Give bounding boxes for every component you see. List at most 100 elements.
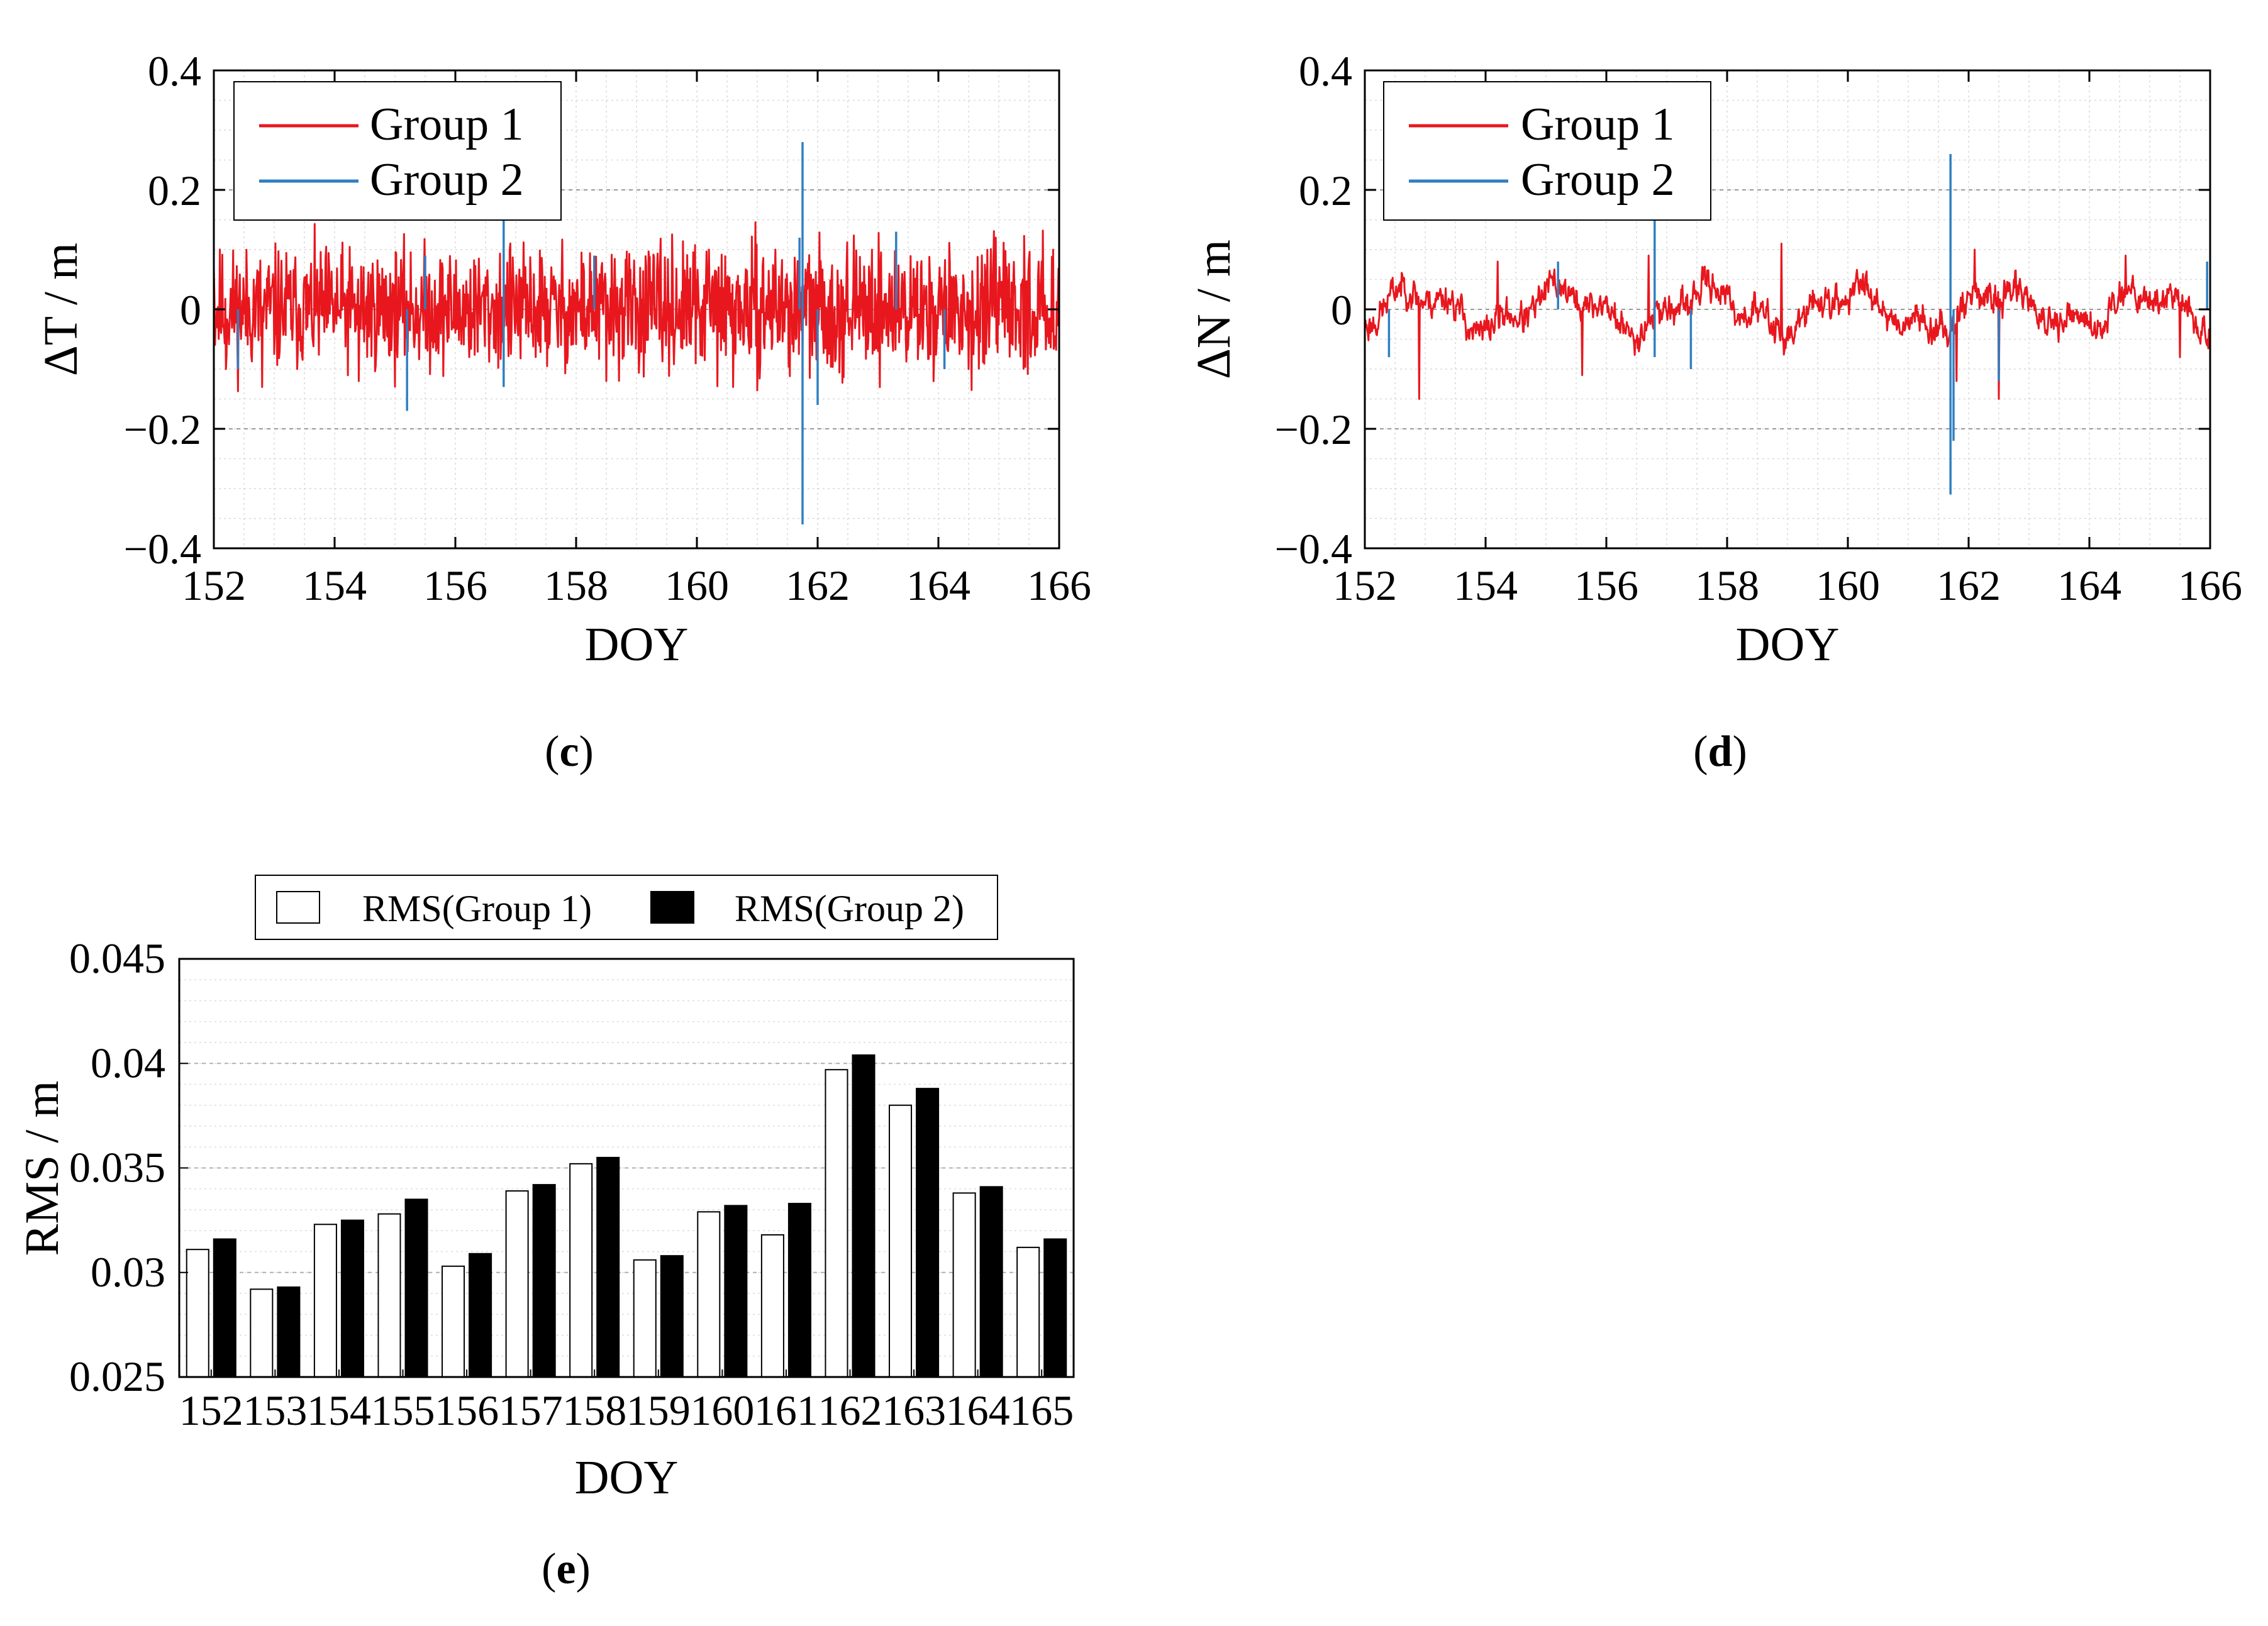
- c-x-tick-label: 154: [303, 561, 367, 609]
- e-x-tick-label: 155: [371, 1386, 435, 1434]
- e-bar-group-1: [1016, 1246, 1040, 1378]
- e-y-tick-label: 0.04: [91, 1039, 165, 1087]
- c-y-tick-label: 0: [180, 286, 201, 334]
- e-bar-group-2: [1043, 1238, 1067, 1378]
- c-legend: Group 1 Group 2: [233, 81, 562, 221]
- d-x-tick-label: 162: [1937, 561, 2001, 609]
- e-bar-group-1: [569, 1163, 593, 1378]
- e-bar-group-2: [787, 1203, 811, 1378]
- e-legend-swatch-group-1: [276, 891, 320, 924]
- e-bar-group-2: [277, 1286, 301, 1378]
- e-bar-group-1: [313, 1224, 337, 1378]
- e-bar-group-2: [596, 1156, 620, 1378]
- e-bar-group-1: [889, 1104, 913, 1378]
- c-y-tick-label: 0.2: [148, 167, 201, 214]
- c-x-tick-label: 158: [544, 561, 608, 609]
- d-x-tick-label: 166: [2178, 561, 2242, 609]
- e-y-tick-label: 0.03: [91, 1248, 165, 1296]
- d-y-tick-label: 0: [1331, 286, 1352, 334]
- e-x-axis-title: DOY: [575, 1451, 679, 1504]
- e-bar-group-2: [724, 1205, 748, 1378]
- c-series: [213, 142, 1060, 524]
- c-x-tick-label: 156: [423, 561, 487, 609]
- d-y-tick-label: 0.2: [1299, 167, 1352, 214]
- e-legend-label-group-1: RMS(Group 1): [362, 888, 592, 929]
- e-legend-swatch-group-2: [650, 891, 694, 924]
- e-bar-group-2: [404, 1198, 428, 1378]
- e-bar-group-2: [213, 1238, 236, 1378]
- e-y-tick-label: 0.035: [69, 1144, 165, 1192]
- c-x-tick-label: 164: [906, 561, 970, 609]
- e-y-tick-label: 0.025: [69, 1352, 165, 1400]
- d-x-tick-label: 160: [1816, 561, 1880, 609]
- d-x-axis-title: DOY: [1736, 618, 1840, 671]
- d-x-tick-label: 152: [1333, 561, 1397, 609]
- e-y-axis-title: RMS / m: [16, 1081, 69, 1256]
- c-y-tick-label: −0.2: [124, 406, 201, 453]
- c-series-line-group-1: [213, 221, 1060, 392]
- e-bar-group-1: [633, 1259, 657, 1378]
- c-x-tick-label: 162: [786, 561, 850, 609]
- c-y-axis-title: ΔT / m: [35, 243, 87, 376]
- e-x-tick-label: 154: [307, 1386, 371, 1434]
- d-panel-label: (d): [1693, 727, 1747, 776]
- d-x-tick-label: 156: [1574, 561, 1638, 609]
- e-bar-group-1: [825, 1069, 848, 1378]
- d-y-tick-label: −0.2: [1275, 406, 1352, 453]
- e-x-tick-label: 156: [435, 1386, 499, 1434]
- d-x-tick-label: 154: [1454, 561, 1518, 609]
- c-legend-label-group-2: Group 2: [370, 154, 524, 206]
- d-x-tick-label: 164: [2057, 561, 2121, 609]
- c-y-tick-label: −0.4: [124, 525, 201, 573]
- e-bar-group-1: [186, 1249, 209, 1378]
- d-legend-label-group-1: Group 1: [1521, 99, 1675, 150]
- e-x-tick-label: 163: [882, 1386, 946, 1434]
- c-panel-label: (c): [545, 727, 594, 776]
- d-legend-box: [1383, 81, 1711, 221]
- d-legend: Group 1 Group 2: [1383, 81, 1711, 221]
- e-x-tick-label: 164: [946, 1386, 1010, 1434]
- e-bar-group-2: [532, 1184, 556, 1378]
- e-x-tick-label: 162: [818, 1386, 882, 1434]
- d-series-line-group-1: [1364, 243, 2211, 400]
- e-bar-group-1: [697, 1211, 721, 1378]
- e-bar-group-2: [979, 1186, 1003, 1378]
- e-legend-box: [255, 875, 998, 940]
- e-ticks: 152 153 154 155 156 157 158 159 160 161 162 163 164 1…: [69, 934, 1074, 1434]
- d-y-tick-label: 0.4: [1299, 47, 1352, 95]
- d-legend-label-group-2: Group 2: [1521, 154, 1675, 206]
- e-bar-group-2: [340, 1219, 364, 1378]
- e-bar-group-1: [377, 1213, 401, 1378]
- e-bar-group-2: [469, 1253, 492, 1378]
- c-legend-label-group-1: Group 1: [370, 99, 524, 150]
- e-bar-group-1: [760, 1234, 784, 1378]
- d-series: [1364, 154, 2211, 495]
- e-x-tick-label: 158: [562, 1386, 626, 1434]
- e-bar-group-2: [916, 1088, 940, 1378]
- c-ticks: 152 154 156 158 160 162 164 166 −0.4 −0.2 0 0.2 0.4: [124, 47, 1091, 609]
- d-y-tick-label: −0.4: [1275, 525, 1352, 573]
- e-bar-group-2: [852, 1054, 876, 1378]
- e-bars: [186, 1054, 1067, 1378]
- e-x-tick-label: 153: [243, 1386, 307, 1434]
- e-x-tick-label: 157: [499, 1386, 563, 1434]
- d-ticks: 152 154 156 158 160 162 164 166 −0.4 −0.2 0 0.2 0.4: [1275, 47, 2242, 609]
- e-x-tick-label: 160: [690, 1386, 754, 1434]
- d-x-tick-label: 158: [1695, 561, 1759, 609]
- chart-panel-d: 152 154 156 158 160 162 164 166−0.4−0.200.20.4 …: [1187, 47, 2242, 776]
- c-y-tick-label: 0.4: [148, 47, 201, 95]
- c-x-tick-label: 160: [665, 561, 729, 609]
- e-x-tick-label: 152: [179, 1386, 243, 1434]
- chart-panel-e: 152 153 154 155 156 157 158 159 160 161 162 163 164 1…: [16, 875, 1075, 1593]
- e-y-tick-label: 0.045: [69, 934, 165, 982]
- e-panel-label: (e): [542, 1545, 591, 1593]
- e-bar-group-2: [660, 1255, 684, 1378]
- e-bar-group-1: [505, 1190, 529, 1378]
- e-legend-label-group-2: RMS(Group 2): [735, 888, 964, 929]
- e-x-tick-label: 159: [626, 1386, 691, 1434]
- c-x-tick-label: 152: [182, 561, 246, 609]
- d-y-axis-title: ΔN / m: [1187, 240, 1240, 379]
- e-x-tick-label: 161: [754, 1386, 818, 1434]
